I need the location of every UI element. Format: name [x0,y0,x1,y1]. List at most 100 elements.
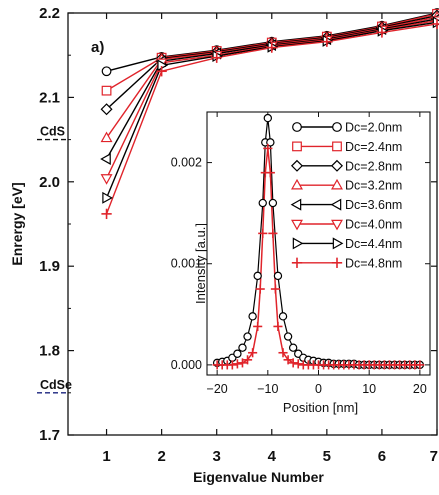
inset-data-point [242,355,253,365]
legend-marker [292,141,302,152]
inset-data-point [268,228,278,238]
legend-label: Dc=3.2nm [345,179,402,193]
inset-data-point [248,348,258,358]
inset-data-point [227,360,237,370]
x-tick-label: 2 [157,448,165,465]
inset-data-point [278,312,288,321]
inset-data-point [415,360,425,370]
legend-entry: Dc=4.0nm [291,218,402,232]
inset-data-point [263,113,273,123]
y-tick-label: 2.1 [39,89,60,106]
inset-data-point [278,348,288,358]
y-tick-label: 2.0 [39,174,60,191]
x-tick-label: 1 [102,448,110,465]
legend-entry: Dc=4.4nm [292,237,402,251]
inset-x-tick-label: −20 [207,382,228,396]
legend-marker [331,219,343,231]
legend-label: Dc=2.4nm [345,140,402,154]
data-point [102,191,113,204]
inset-y-tick-label: 0.001 [171,257,202,271]
inset-data-point [273,321,283,332]
inset-x-tick-label: 0 [315,382,322,396]
legend-label: Dc=4.0nm [345,218,402,232]
data-point [321,36,333,47]
panel-label: a) [91,39,104,56]
inset-x-tick-label: −10 [257,382,278,396]
inset-data-point [273,271,283,281]
legend-marker [332,122,342,132]
legend-marker [332,237,344,250]
x-axis-title: Eigenvalue Number [193,469,324,485]
y-tick-label: 1.7 [39,427,60,444]
legend: Dc=2.0nm Dc=2.4nm Dc=2.8nm Dc=3.2nm Dc=3.6nm… [290,121,402,270]
legend-marker [332,141,342,152]
data-point [100,153,111,165]
legend-marker [291,178,303,190]
inset-data-point [288,343,298,352]
data-point [431,18,439,30]
inset-data-point [248,312,257,321]
data-point [211,52,222,63]
inset-data-point [253,321,263,332]
data-point [101,66,112,77]
inset-data-point [283,332,293,341]
data-point [376,27,388,38]
legend-label: Dc=2.8nm [345,159,402,173]
x-tick-label: 7 [430,448,438,465]
inset-y-tick-label: 0.000 [171,358,202,372]
inset-x-tick-label: 10 [362,382,376,396]
legend-marker [330,159,344,172]
y-tick-label: 1.9 [39,258,60,275]
legend-marker [330,198,342,211]
inset-data-point [270,284,280,294]
data-point [100,174,113,185]
inset-data-point [268,198,278,208]
inset-y-axis-title: Intensity [a.u.] [193,223,208,304]
x-tick-label: 4 [268,448,277,465]
legend-marker [290,159,304,172]
legend-label: Dc=3.6nm [345,198,402,212]
inset-data-point [255,284,265,294]
x-tick-label: 6 [378,448,386,465]
x-tick-label: 5 [323,448,331,465]
main-plot: 1.7 1.8 1.9 2.0 2.1 2.2 1 2 3 4 5 6 7 Eigenvalue Numb… [9,5,439,485]
y-axis-title: Enrergy [eV] [9,182,25,265]
inset-data-point [293,359,303,369]
x-tick-label: 3 [213,448,221,465]
data-point [100,103,113,116]
legend-entry: Dc=4.8nm [291,256,402,270]
inset-data-point [232,359,242,369]
legend-entry: Dc=3.2nm [291,178,402,193]
legend-entry: Dc=3.6nm [290,198,402,212]
inset-data-point [253,271,262,281]
inset-data-point [243,332,252,341]
inset-data-point [263,143,273,153]
inset-data-point [265,168,275,178]
y-tick-label: 2.2 [39,5,60,22]
legend-marker [292,122,302,132]
data-point [156,66,167,77]
reference-label-cdse: CdSe [40,378,72,392]
inset-data-point [238,343,247,352]
legend-label: Dc=4.8nm [345,256,402,270]
legend-label: Dc=2.0nm [345,121,402,135]
legend-marker [291,219,303,231]
inset-y-tick-label: 0.002 [171,156,202,170]
data-point [266,42,277,53]
legend-marker [292,237,304,250]
reference-label-cds: CdS [40,125,65,139]
inset-plot: −20 −10 0 10 20 0.000 0.001 0.002 Position [nm] I… [171,111,431,415]
legend-marker [290,198,302,211]
legend-entry: Dc=2.0nm [292,121,402,135]
data-point [100,131,113,143]
data-point [101,208,112,220]
legend-entry: Dc=2.8nm [290,159,402,173]
inset-x-tick-label: 20 [413,382,427,396]
legend-marker [291,257,303,268]
legend-marker [331,178,343,190]
inset-data-point [258,198,267,208]
legend-label: Dc=4.4nm [345,237,402,251]
y-tick-label: 1.8 [39,343,60,360]
legend-marker [331,257,343,268]
data-point [101,85,112,96]
